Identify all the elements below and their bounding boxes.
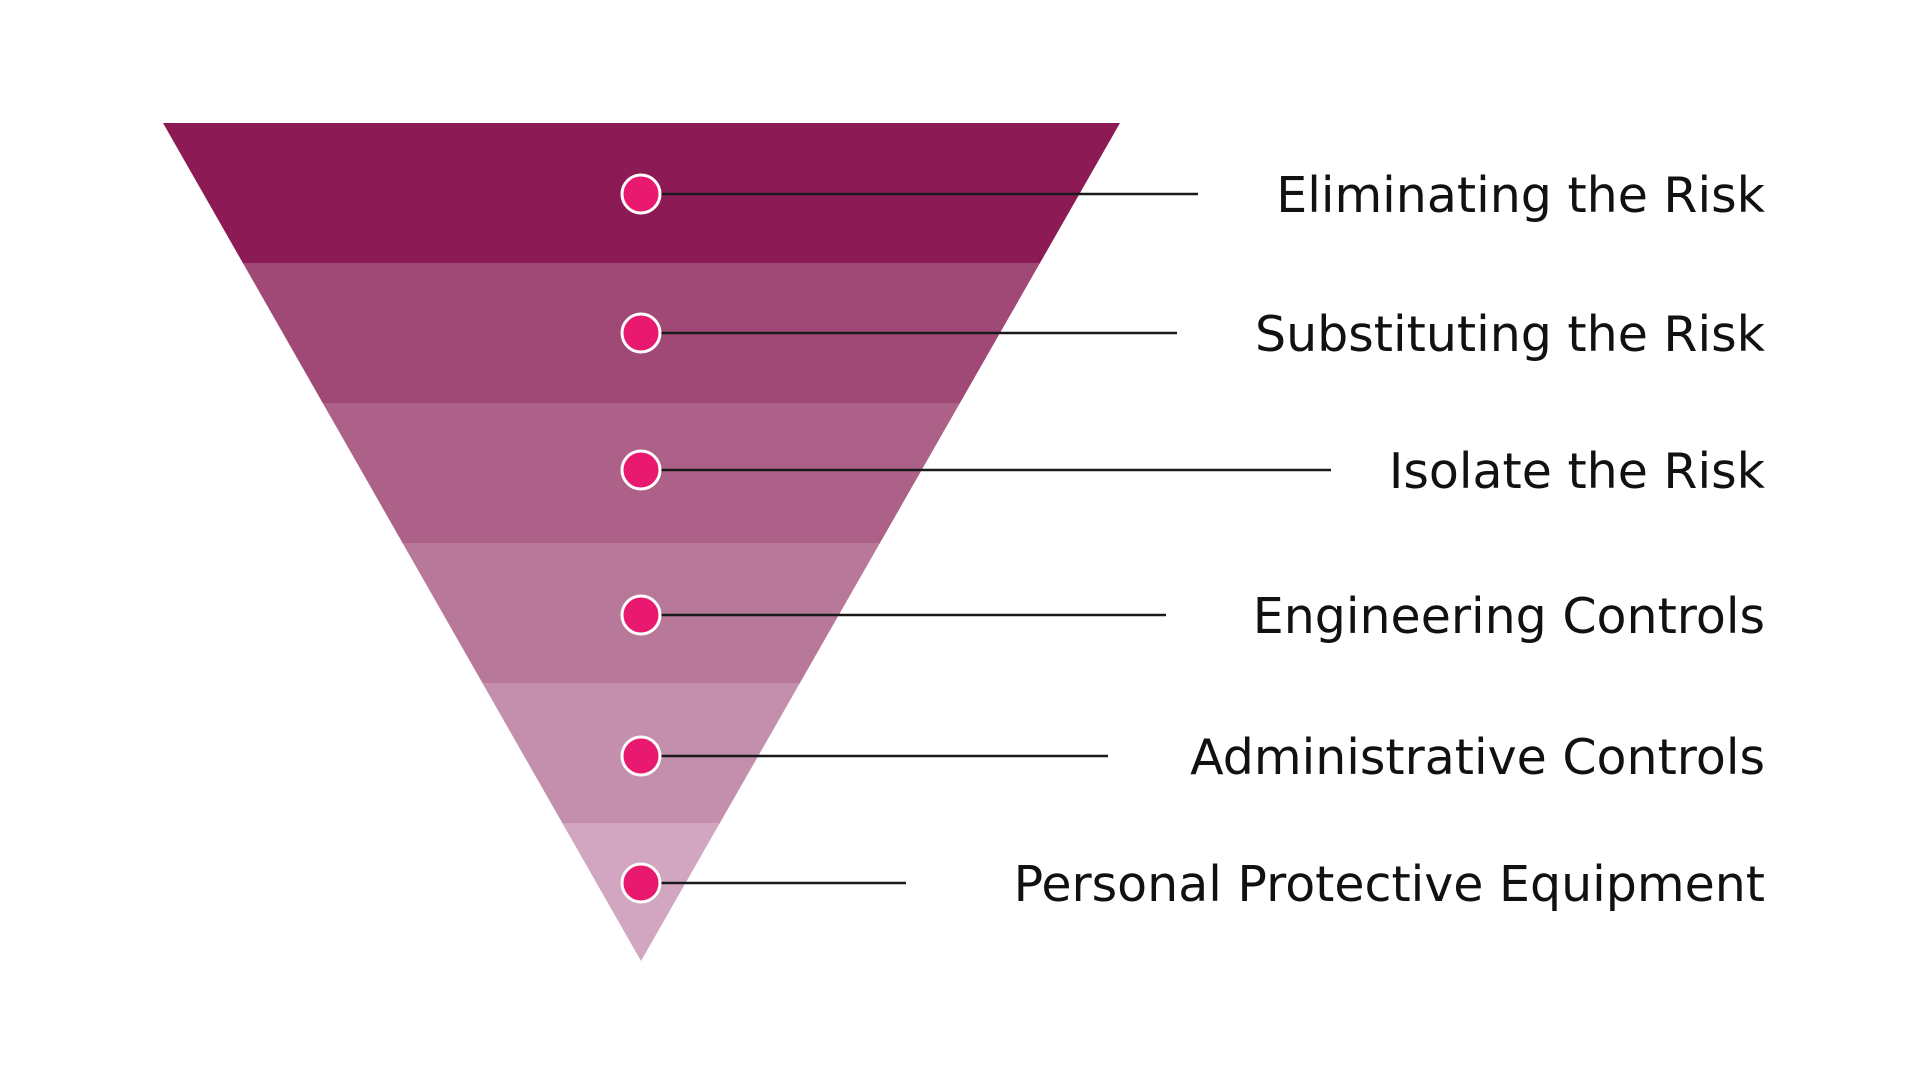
level-callout-6: Personal Protective Equipment bbox=[620, 856, 1765, 913]
level-callout-3: Isolate the Risk bbox=[620, 443, 1766, 500]
level-label-3: Isolate the Risk bbox=[1389, 443, 1766, 500]
level-callout-1: Eliminating the Risk bbox=[620, 167, 1766, 224]
level-marker-4 bbox=[620, 594, 662, 636]
level-marker-5 bbox=[620, 735, 662, 777]
level-marker-1 bbox=[620, 173, 662, 215]
level-label-1: Eliminating the Risk bbox=[1276, 167, 1765, 224]
level-callout-2: Substituting the Risk bbox=[620, 306, 1766, 363]
inverted-triangle-funnel bbox=[163, 123, 1120, 961]
level-marker-6 bbox=[620, 862, 662, 904]
level-callout-5: Administrative Controls bbox=[620, 729, 1765, 786]
level-label-5: Administrative Controls bbox=[1190, 729, 1765, 786]
level-marker-3 bbox=[620, 449, 662, 491]
level-marker-2 bbox=[620, 312, 662, 354]
level-label-2: Substituting the Risk bbox=[1255, 306, 1766, 363]
level-label-4: Engineering Controls bbox=[1253, 588, 1765, 645]
level-callouts: Eliminating the Risk Substituting the Ri… bbox=[620, 167, 1766, 913]
level-label-6: Personal Protective Equipment bbox=[1014, 856, 1765, 913]
level-callout-4: Engineering Controls bbox=[620, 588, 1765, 645]
